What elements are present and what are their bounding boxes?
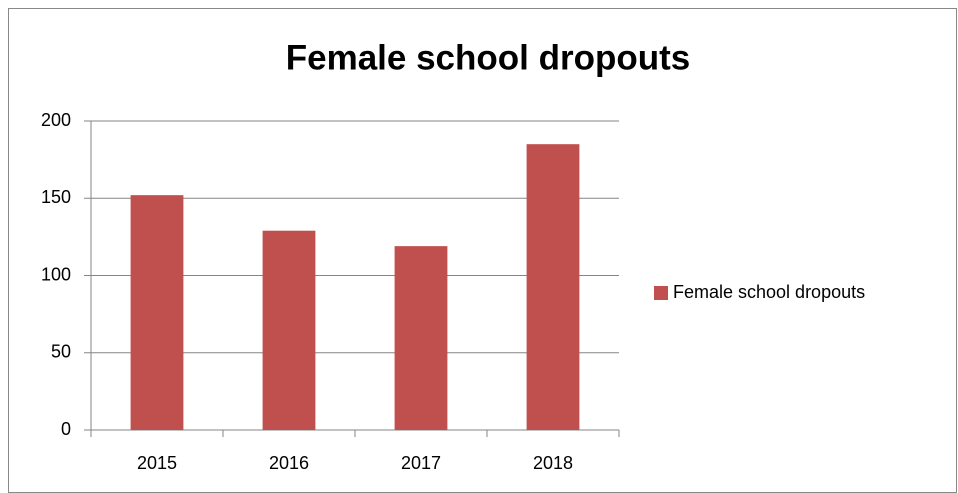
x-tick-label: 2018	[533, 453, 573, 473]
x-tick-label: 2015	[137, 453, 177, 473]
bar	[526, 144, 580, 431]
y-tick-label: 150	[41, 187, 71, 207]
y-tick-label: 200	[41, 110, 71, 130]
legend-label: Female school dropouts	[673, 282, 865, 302]
chart-title: Female school dropouts	[286, 38, 691, 77]
bar	[394, 246, 448, 430]
y-tick-label: 50	[51, 342, 71, 362]
y-tick-label: 100	[41, 264, 71, 284]
bar	[130, 195, 184, 430]
legend-swatch	[654, 286, 668, 300]
bar	[262, 230, 316, 430]
x-tick-label: 2017	[401, 453, 441, 473]
x-tick-label: 2016	[269, 453, 309, 473]
y-tick-label: 0	[61, 419, 71, 439]
